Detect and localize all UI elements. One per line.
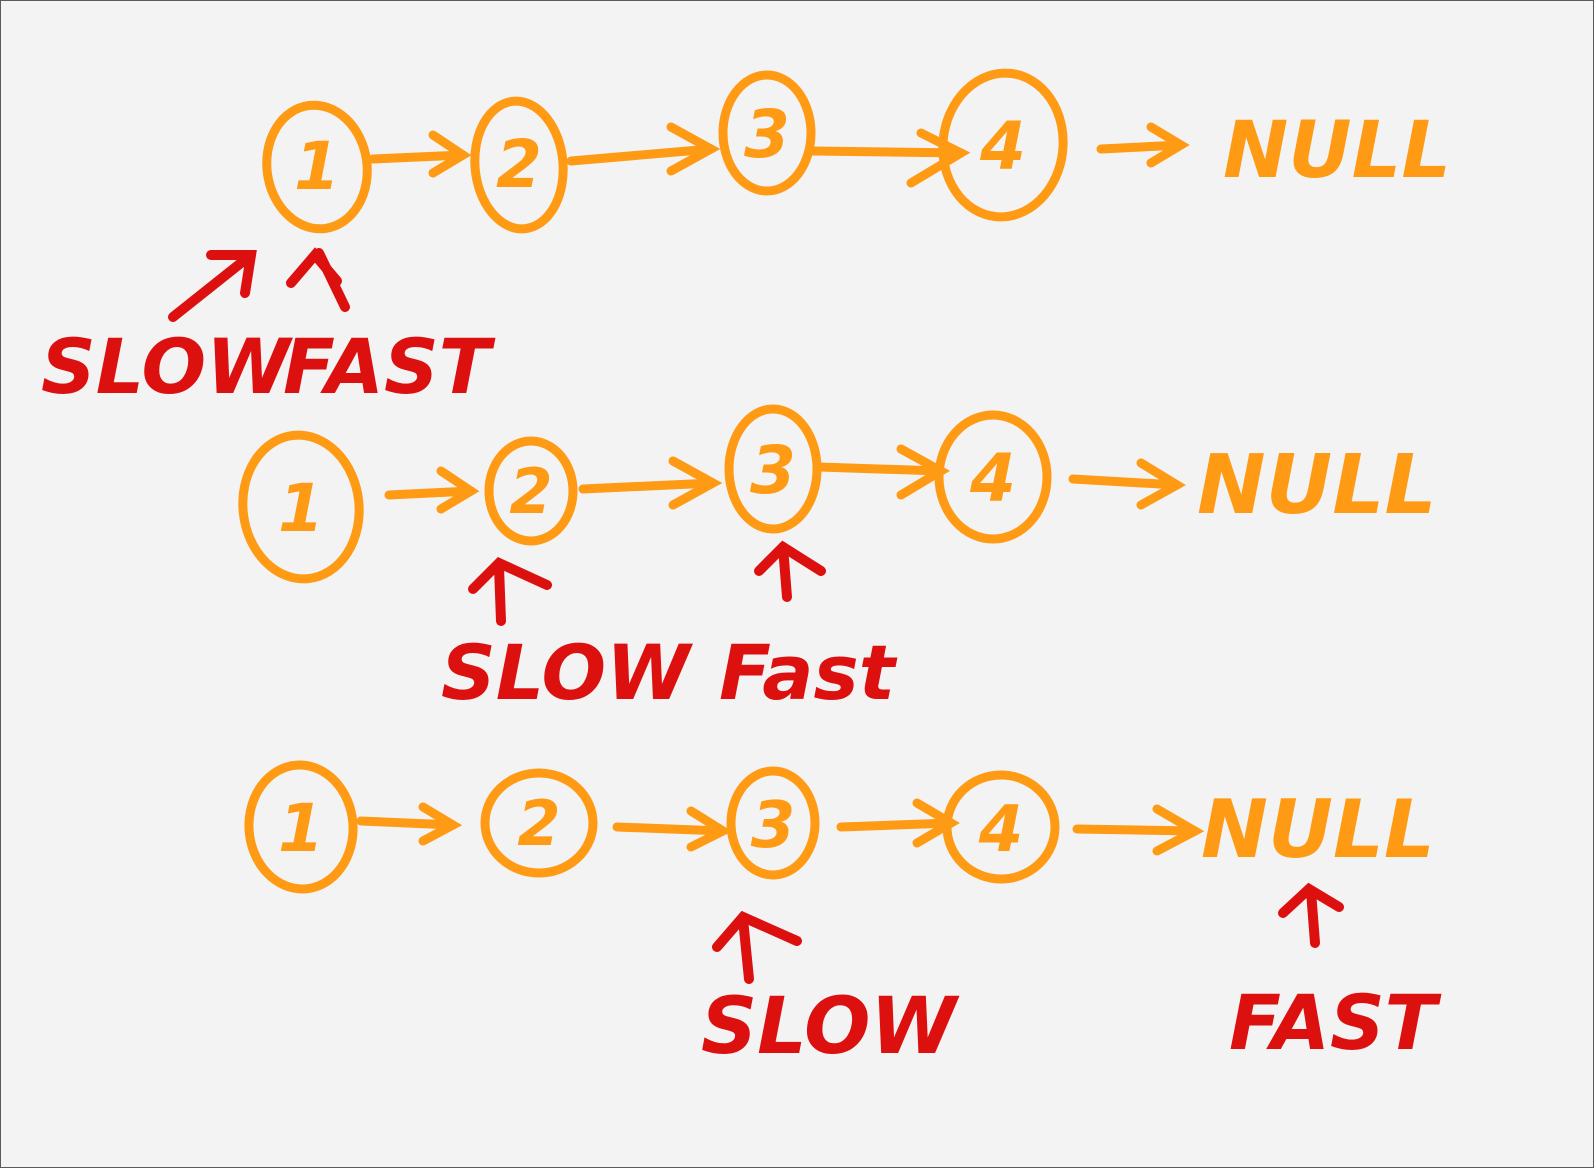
list-node: 2 <box>480 768 598 878</box>
node-value: 2 <box>496 126 542 203</box>
list-row-2: 1 2 3 4 NULL SLOW <box>238 404 1437 717</box>
list-node: 4 <box>934 410 1052 544</box>
next-arrow <box>808 128 971 188</box>
list-node: 4 <box>938 68 1068 222</box>
list-node: 2 <box>470 96 568 234</box>
node-value: 4 <box>978 793 1024 867</box>
pointer-label: FAST <box>283 322 496 411</box>
list-node: 3 <box>718 70 816 196</box>
pointer-label: SLOW <box>441 628 693 717</box>
pointer-arrow <box>168 250 257 322</box>
list-node: 3 <box>724 404 822 534</box>
next-arrow <box>1072 804 1205 856</box>
null-terminal: NULL <box>1197 438 1437 533</box>
pointer-arrow <box>468 557 552 626</box>
pointer-label: Fast <box>719 628 898 717</box>
next-arrow <box>356 802 463 846</box>
pointer-arrow <box>754 540 826 602</box>
pointer-arrow <box>1278 882 1344 948</box>
list-node: 2 <box>484 436 578 546</box>
pointer-arrow <box>286 247 350 312</box>
next-arrow <box>578 456 723 510</box>
next-arrow <box>368 130 472 178</box>
next-arrow <box>1068 458 1186 510</box>
pointer-label: FAST <box>1229 978 1442 1067</box>
node-value: 1 <box>294 128 340 205</box>
list-node: 1 <box>238 430 364 584</box>
pointer-label: SLOW <box>701 982 960 1072</box>
list-row-1: 1 2 3 4 NULL SLOW <box>41 68 1451 411</box>
node-value: 3 <box>744 96 790 173</box>
node-value: 1 <box>278 470 324 547</box>
next-arrow <box>814 444 951 500</box>
next-arrow <box>1096 122 1190 168</box>
next-arrow <box>612 806 733 852</box>
node-value: 2 <box>509 455 552 528</box>
list-node: 4 <box>942 770 1060 884</box>
node-value: 3 <box>751 789 796 863</box>
list-node: 3 <box>726 766 820 880</box>
node-value: 4 <box>979 108 1026 185</box>
node-value: 2 <box>517 787 560 860</box>
node-value: 4 <box>969 440 1016 517</box>
next-arrow <box>566 122 721 176</box>
next-arrow <box>836 798 960 848</box>
next-arrow <box>384 466 480 514</box>
list-node: 1 <box>262 100 372 234</box>
null-terminal: NULL <box>1201 783 1435 876</box>
list-row-3: 1 2 3 4 NULL SLOW <box>244 760 1442 1072</box>
node-value: 3 <box>750 432 796 509</box>
list-node: 1 <box>244 760 358 894</box>
pointer-arrow <box>712 910 802 984</box>
node-value: 1 <box>278 790 324 867</box>
null-terminal: NULL <box>1223 106 1451 196</box>
pointer-label: SLOW <box>41 322 293 411</box>
